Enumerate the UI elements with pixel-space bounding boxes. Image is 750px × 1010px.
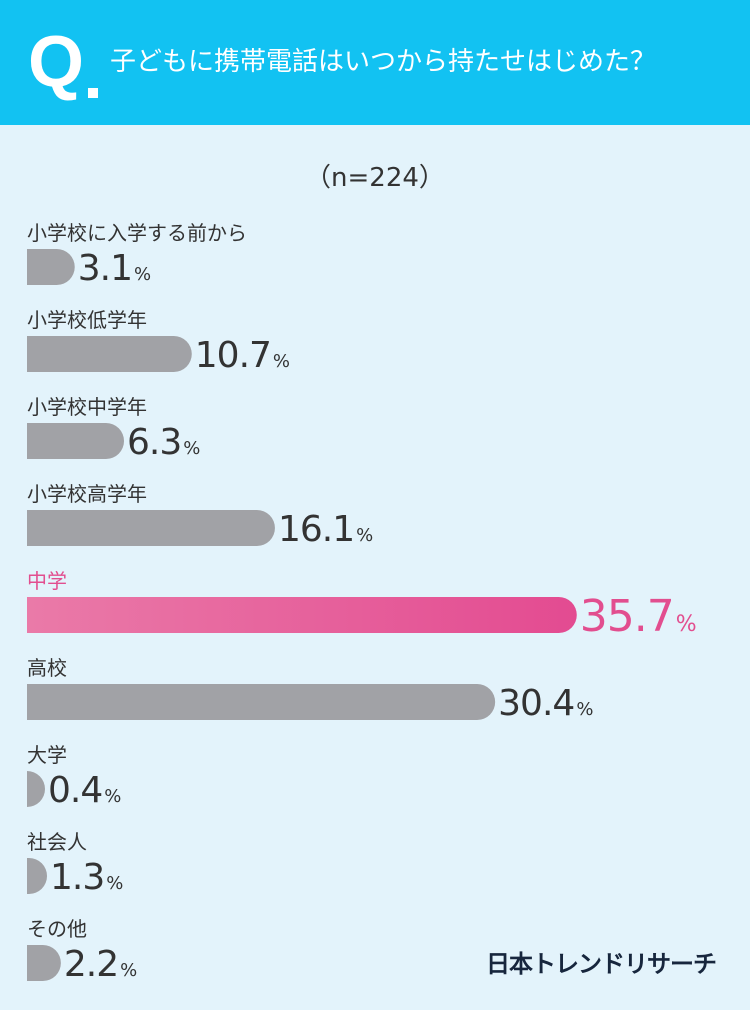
value-unit: % <box>120 960 137 981</box>
category-label: 小学校低学年 <box>27 308 147 332</box>
value-number: 35.7 <box>580 591 674 642</box>
value-label: 2.2% <box>64 944 137 985</box>
bar-highlight <box>27 597 577 633</box>
question-text: 子どもに携帯電話はいつから持たせはじめた？ <box>110 47 657 77</box>
value-label: 6.3% <box>127 422 200 463</box>
value-unit: % <box>356 525 373 546</box>
value-unit: % <box>273 351 290 372</box>
value-label: 35.7% <box>580 591 696 642</box>
category-label: 小学校中学年 <box>27 395 147 419</box>
value-number: 3.1 <box>78 248 132 289</box>
value-unit: % <box>106 873 123 894</box>
bar <box>27 945 61 981</box>
category-label: 大学 <box>27 743 67 767</box>
category-label: 小学校に入学する前から <box>27 221 247 245</box>
value-number: 1.3 <box>50 857 104 898</box>
value-number: 16.1 <box>278 509 354 550</box>
category-label: その他 <box>27 917 87 941</box>
q-dot-icon <box>88 88 98 98</box>
bar <box>27 771 45 807</box>
value-label: 16.1% <box>278 509 373 550</box>
bar <box>27 858 48 894</box>
value-number: 10.7 <box>195 335 271 376</box>
value-number: 30.4 <box>498 683 574 724</box>
value-number: 0.4 <box>48 770 102 811</box>
category-label: 小学校高学年 <box>27 482 147 506</box>
category-label: 中学 <box>27 569 67 593</box>
value-unit: % <box>576 699 593 720</box>
value-label: 1.3% <box>50 857 123 898</box>
category-label: 高校 <box>27 656 67 680</box>
value-number: 6.3 <box>127 422 181 463</box>
category-label: 社会人 <box>27 830 87 854</box>
q-mark: Q <box>28 22 85 102</box>
bar <box>27 423 125 459</box>
value-label: 10.7% <box>195 335 290 376</box>
bar <box>27 336 192 372</box>
bar <box>27 684 496 720</box>
value-label: 30.4% <box>498 683 593 724</box>
value-label: 3.1% <box>78 248 151 289</box>
value-label: 0.4% <box>48 770 121 811</box>
value-unit: % <box>104 786 121 807</box>
question-header: Q 子どもに携帯電話はいつから持たせはじめた？ <box>0 0 750 125</box>
value-unit: % <box>676 612 696 637</box>
sample-size-label: （n=224） <box>305 163 445 193</box>
value-number: 2.2 <box>64 944 118 985</box>
brand-logo: 日本トレンドリサーチ <box>486 950 717 978</box>
value-unit: % <box>183 438 200 459</box>
bar <box>27 249 75 285</box>
bar <box>27 510 275 546</box>
value-unit: % <box>134 264 151 285</box>
